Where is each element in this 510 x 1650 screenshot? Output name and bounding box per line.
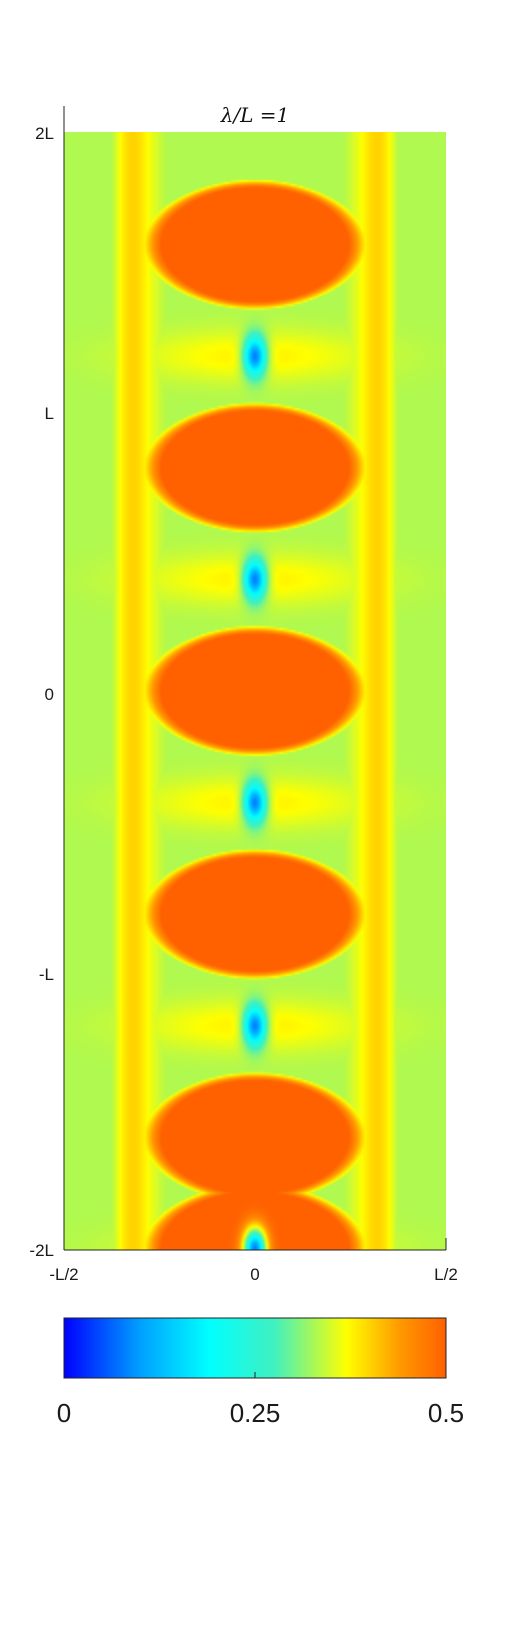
y-tick-label-2L: 2L (35, 124, 54, 143)
y-tick-label-neg2L: -2L (29, 1241, 54, 1260)
chart-title: λ/L =1 (220, 103, 290, 127)
x-tick-label-L2: L/2 (434, 1265, 458, 1284)
x-tick-label-0: 0 (250, 1265, 259, 1284)
heatmap-field (64, 132, 446, 1250)
colorbar-label-0: 0 (57, 1398, 71, 1428)
heatmap-plot (64, 132, 446, 1250)
y-tick-label-0: 0 (45, 685, 54, 704)
y-axis-ticks: 2L L 0 -L -2L (29, 124, 54, 1260)
y-tick-label-L: L (45, 404, 54, 423)
x-tick-label-negL2: -L/2 (49, 1265, 78, 1284)
x-axis-ticks: -L/2 0 L/2 (49, 1265, 457, 1284)
colorbar-label-025: 0.25 (230, 1398, 281, 1428)
colorbar-gradient (63, 1317, 447, 1379)
colorbar: 0 0.25 0.5 (57, 1317, 464, 1428)
y-tick-label-negL: -L (39, 965, 54, 984)
colorbar-label-05: 0.5 (428, 1398, 464, 1428)
